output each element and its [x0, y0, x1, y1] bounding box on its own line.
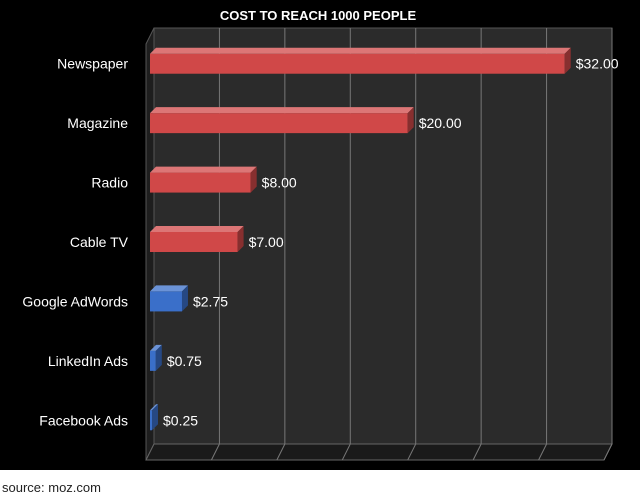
value-label: $32.00	[576, 56, 619, 72]
gridline-floor	[603, 443, 613, 461]
bar	[150, 226, 244, 252]
bar-front	[150, 172, 251, 193]
category-label: Magazine	[67, 115, 128, 131]
value-label: $7.00	[249, 234, 284, 250]
bar-end	[181, 285, 188, 312]
bar-end	[564, 47, 571, 74]
bar	[150, 47, 571, 74]
category-label: LinkedIn Ads	[48, 353, 128, 369]
bar-end	[407, 107, 414, 134]
bar-end	[152, 404, 158, 431]
bar	[150, 107, 414, 134]
gridline-floor	[407, 443, 417, 461]
bar	[150, 404, 158, 431]
gridline-floor	[472, 443, 482, 461]
gridline-floor	[538, 443, 548, 461]
bar-top	[150, 166, 257, 173]
bar-chart: Newspaper $32.00 Magazine $20.00 Radio $8.00 C…	[22, 8, 619, 461]
bar-end	[250, 166, 257, 193]
value-label: $8.00	[262, 175, 297, 191]
bar-front	[150, 410, 152, 431]
category-label: Cable TV	[70, 234, 129, 250]
bar-end	[237, 226, 244, 252]
gridline-floor	[276, 443, 286, 461]
bar-front	[150, 232, 238, 252]
value-label: $20.00	[419, 115, 462, 131]
bar-front	[150, 53, 565, 74]
bar	[150, 344, 162, 371]
gridline-floor	[341, 443, 351, 461]
chart-title: COST TO REACH 1000 PEOPLE	[220, 8, 417, 23]
bar-top	[150, 107, 414, 114]
bar-top	[150, 226, 244, 232]
bar-front	[150, 350, 156, 371]
bar	[150, 285, 188, 312]
bar-front	[150, 291, 182, 312]
category-label: Facebook Ads	[39, 412, 128, 428]
bar	[150, 166, 257, 193]
bars-layer	[150, 47, 571, 431]
source-note: source: moz.com	[2, 480, 101, 495]
category-label: Google AdWords	[22, 293, 128, 309]
bar-top	[150, 285, 188, 292]
labels-layer: Newspaper $32.00 Magazine $20.00 Radio $8.00 C…	[22, 56, 618, 429]
value-label: $0.25	[163, 412, 198, 428]
value-label: $2.75	[193, 293, 228, 309]
category-label: Newspaper	[57, 56, 128, 72]
bar-front	[150, 113, 408, 134]
bar-end	[155, 344, 162, 371]
category-label: Radio	[91, 175, 128, 191]
chart-frame: Newspaper $32.00 Magazine $20.00 Radio $8.00 C…	[0, 0, 640, 470]
bar-top	[150, 47, 571, 54]
gridline-floor	[210, 443, 220, 461]
bar-top	[150, 404, 158, 411]
value-label: $0.75	[167, 353, 202, 369]
bar-top	[150, 344, 162, 351]
